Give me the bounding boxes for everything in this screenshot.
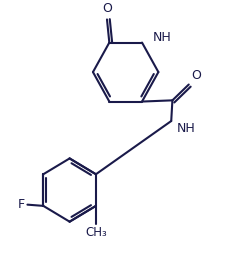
Text: CH₃: CH₃ <box>85 226 107 239</box>
Text: NH: NH <box>153 31 172 44</box>
Text: F: F <box>18 198 25 211</box>
Text: O: O <box>192 69 201 82</box>
Text: NH: NH <box>176 122 195 135</box>
Text: O: O <box>102 2 112 14</box>
